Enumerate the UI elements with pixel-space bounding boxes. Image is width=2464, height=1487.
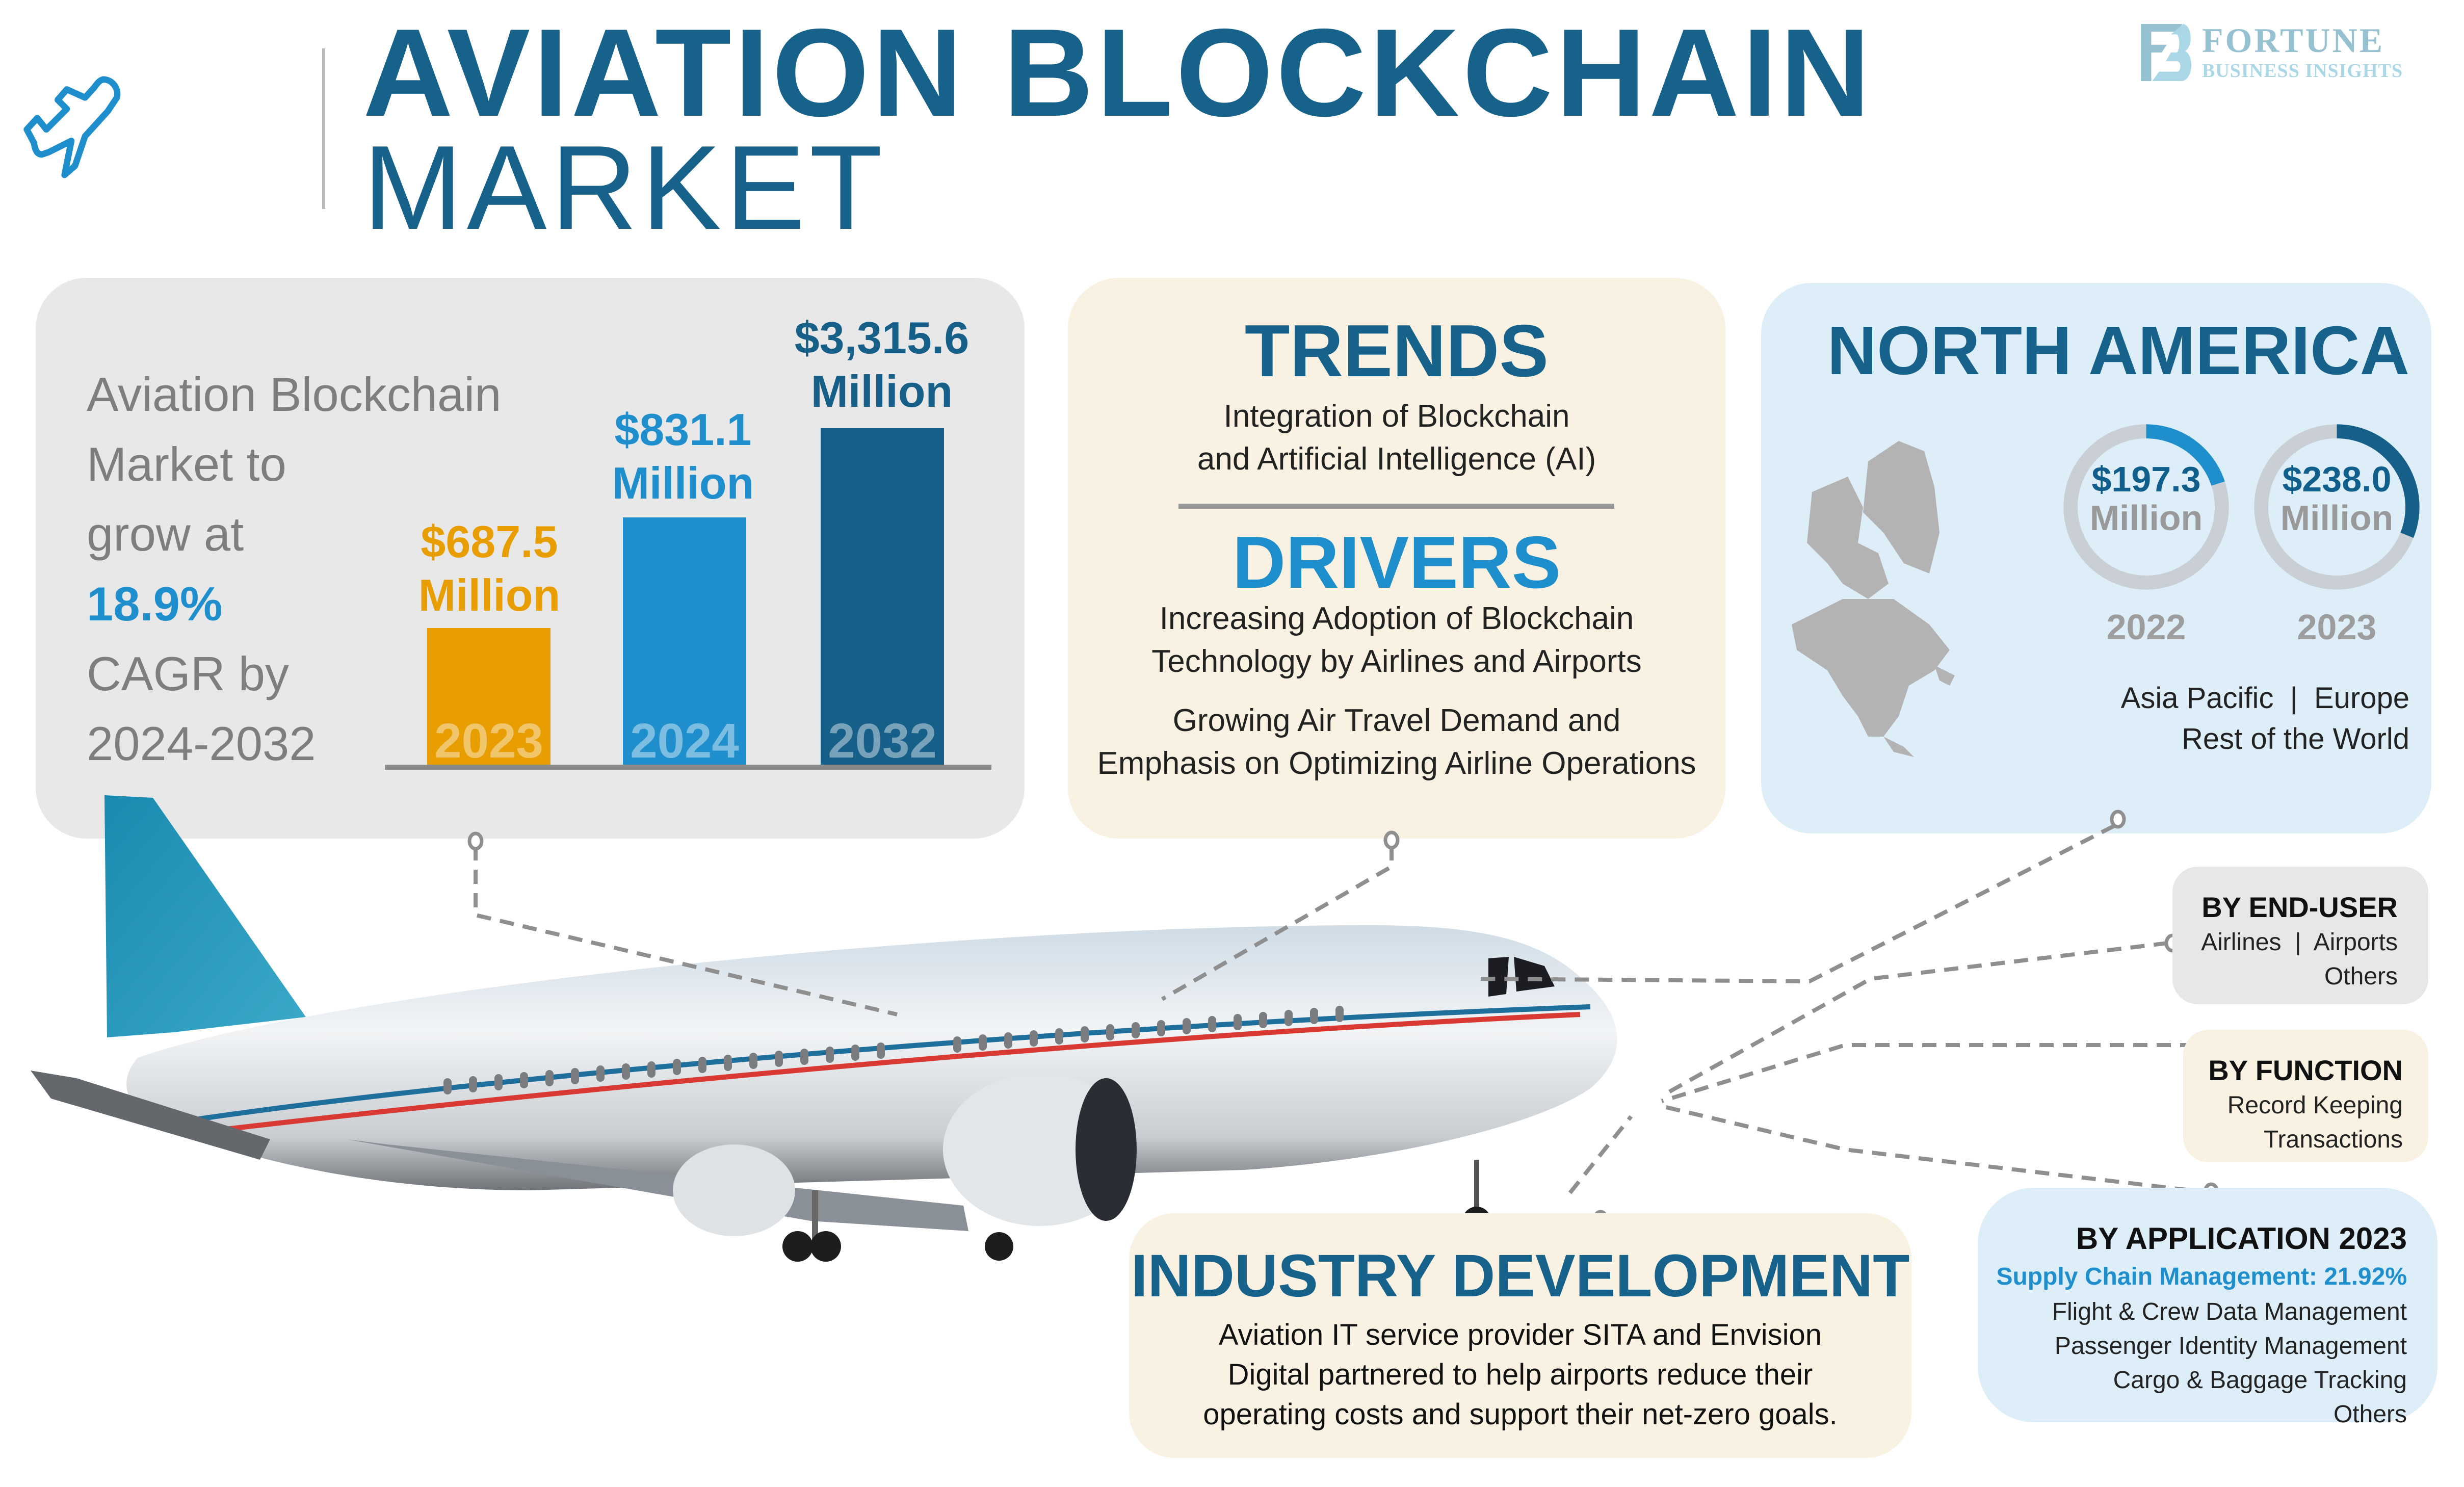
region-heading: NORTH AMERICA	[1827, 312, 2409, 389]
segment-item: Passenger Identity Management	[2054, 1333, 2407, 1360]
market-text-line: Market to	[87, 437, 286, 491]
driver-item-1: Increasing Adoption of Blockchain Technol…	[1151, 601, 1642, 679]
header-divider	[322, 48, 325, 209]
chart-baseline	[385, 765, 991, 770]
donut-label-2022: $197.3 Million	[2089, 459, 2203, 538]
industry-development-heading: INDUSTRY DEVELOPMENT	[1131, 1242, 1910, 1310]
donut-year-2023: 2023	[2297, 607, 2377, 647]
segment-title: BY END-USER	[2201, 891, 2398, 923]
trends-heading: TRENDS	[1244, 309, 1549, 392]
industry-development-text: Aviation IT service provider SITA and En…	[1203, 1318, 1838, 1431]
donut-chart-2022	[2063, 424, 2229, 590]
bar-label-2024: $831.1 Million	[612, 404, 754, 508]
segment-item: Others	[2324, 963, 2398, 990]
brand-logo: FORTUNE BUSINESS INSIGHTS	[2141, 23, 2403, 82]
market-text-line: 2024-2032	[87, 717, 316, 770]
donut-year-2022: 2022	[2106, 607, 2186, 647]
segment-application: BY APPLICATION 2023 Supply Chain Managem…	[1978, 1188, 2437, 1428]
other-regions: Asia Pacific | Europe Rest of the World	[2120, 682, 2409, 755]
bar-2023: 2023	[427, 628, 551, 766]
north-america-map-icon	[1792, 441, 1955, 757]
donut-chart-2023	[2254, 424, 2420, 590]
bar-year-label: 2032	[828, 714, 937, 768]
bar-year-label: 2024	[630, 714, 739, 768]
segment-item: Flight & Crew Data Management	[2052, 1298, 2407, 1325]
bar-year-label: 2023	[434, 714, 543, 768]
segment-item: Others	[2333, 1401, 2407, 1428]
segment-title: BY FUNCTION	[2208, 1054, 2403, 1086]
segment-highlight: Supply Chain Management: 21.92%	[1996, 1263, 2407, 1290]
airplane-illustration	[31, 795, 1617, 1262]
cagr-value: 18.9%	[87, 577, 223, 631]
donut-label-2023: $238.0 Million	[2280, 459, 2394, 538]
market-text-line: Aviation Blockchain	[87, 368, 502, 421]
page-subtitle: MARKET	[363, 120, 887, 254]
trends-drivers-panel	[1068, 278, 1725, 839]
market-text-line: CAGR by	[87, 647, 289, 700]
airplane-takeoff-icon	[23, 76, 121, 178]
bar-label-2023: $687.5 Million	[418, 516, 561, 620]
section-divider	[1178, 504, 1614, 509]
segment-item: Cargo & Baggage Tracking	[2113, 1367, 2407, 1394]
segment-function: BY FUNCTION Record Keeping Transactions	[2183, 1030, 2428, 1162]
market-growth-statement: Aviation Blockchain Market to grow at 18…	[87, 359, 501, 778]
bar-label-2032: $3,315.6 Million	[794, 312, 969, 416]
bar-2024: 2024	[623, 517, 746, 766]
segment-title: BY APPLICATION 2023	[2076, 1221, 2407, 1256]
fortune-business-insights-logo-icon	[2141, 23, 2192, 81]
brand-name: FORTUNE	[2202, 21, 2385, 60]
segment-item: Transactions	[2264, 1126, 2403, 1153]
segment-end-user: BY END-USER Airlines | Airports Others	[2172, 867, 2428, 1004]
industry-development-panel	[1129, 1213, 1911, 1458]
segment-item: Record Keeping	[2227, 1092, 2403, 1119]
trends-text: Integration of Blockchain and Artificial …	[1197, 399, 1596, 477]
bar-2032: 2032	[821, 428, 944, 766]
page-title: AVIATION BLOCKCHAIN	[363, 3, 1874, 142]
driver-item-2: Growing Air Travel Demand and Emphasis on…	[1097, 703, 1696, 781]
market-text-line: grow at	[87, 507, 244, 561]
drivers-heading: DRIVERS	[1232, 521, 1561, 604]
brand-tagline: BUSINESS INSIGHTS	[2202, 60, 2403, 82]
segment-item: Airlines | Airports	[2201, 929, 2398, 956]
